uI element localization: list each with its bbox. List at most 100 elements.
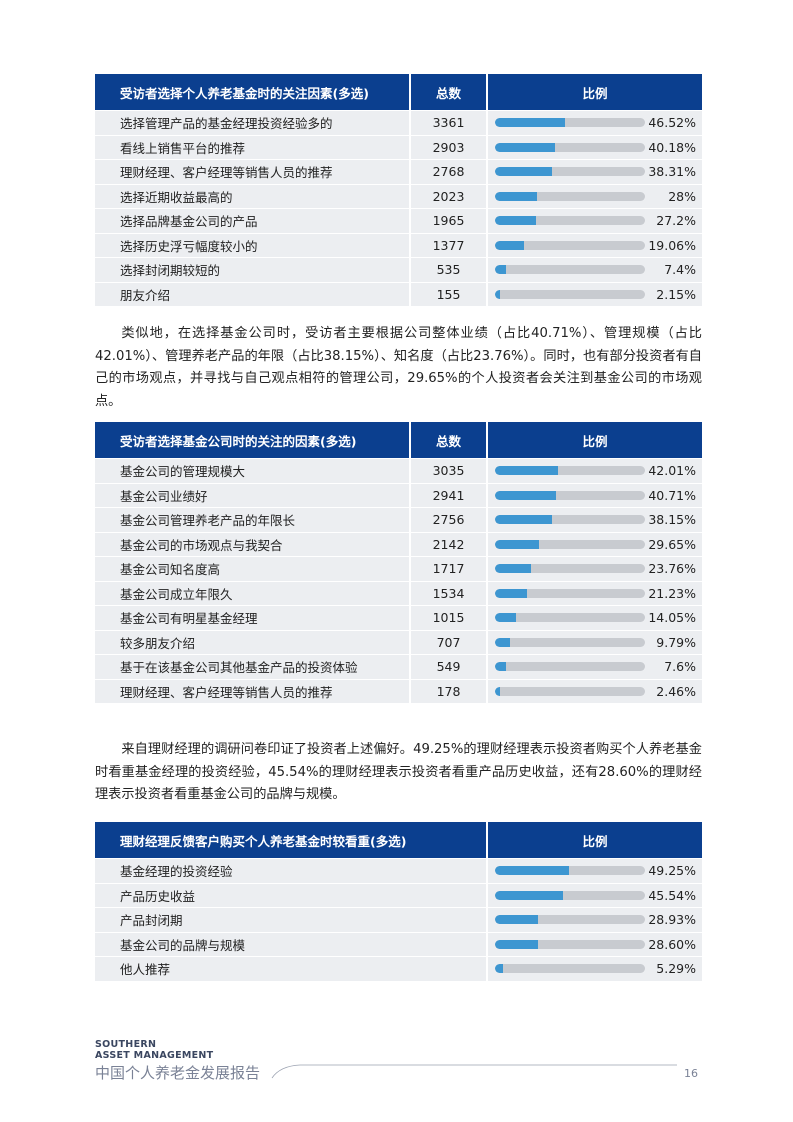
progress-bar-fill (495, 637, 510, 647)
row-label: 基金公司成立年限久 (95, 580, 411, 606)
table-row: 理财经理、客户经理等销售人员的推荐 178 2.46% (95, 678, 702, 703)
row-count: 1377 (410, 232, 488, 258)
row-count: 2903 (410, 134, 488, 160)
progress-bar-fill (495, 142, 556, 152)
ratio-percent: 14.05% (648, 610, 696, 625)
row-ratio: 38.15% (487, 507, 702, 532)
row-ratio: 23.76% (487, 556, 702, 581)
ratio-percent: 29.65% (648, 536, 696, 552)
row-label: 朋友介绍 (95, 281, 411, 306)
progress-bar-fill (495, 118, 565, 127)
progress-bar-fill (495, 939, 538, 949)
progress-bar-track (495, 564, 645, 573)
row-count: 1965 (410, 208, 488, 233)
row-count: 2756 (410, 507, 488, 532)
row-label: 基金公司的品牌与规模 (95, 931, 488, 957)
row-label: 基金公司有明星基金经理 (95, 605, 411, 630)
progress-bar-fill (495, 289, 501, 299)
row-count: 2142 (410, 531, 488, 557)
progress-bar-fill (495, 686, 501, 696)
row-label: 选择封闭期较短的 (95, 257, 411, 282)
progress-bar-track (495, 265, 645, 274)
table-header-row: 受访者选择基金公司时的关注的因素(多选) 总数 比例 (95, 422, 702, 459)
progress-bar-track (495, 637, 645, 647)
progress-bar-track (495, 240, 645, 250)
row-count: 549 (410, 654, 488, 679)
ratio-percent: 21.23% (648, 585, 696, 601)
progress-bar-fill (495, 466, 558, 475)
row-label: 产品封闭期 (95, 907, 488, 932)
row-ratio: 27.2% (487, 208, 702, 233)
row-count: 1717 (410, 556, 488, 581)
progress-bar-fill (495, 167, 553, 176)
column-header-count: 总数 (410, 422, 488, 459)
ratio-percent: 38.15% (648, 512, 696, 527)
progress-bar-fill (495, 216, 536, 225)
row-count: 3035 (410, 458, 488, 483)
row-ratio: 21.23% (487, 580, 702, 606)
progress-bar-track (495, 964, 645, 973)
row-ratio: 45.54% (487, 882, 702, 908)
row-ratio: 38.31% (487, 159, 702, 184)
table-row: 朋友介绍 155 2.15% (95, 281, 702, 306)
row-ratio: 40.18% (487, 134, 702, 160)
row-count: 707 (410, 629, 488, 655)
row-label: 理财经理、客户经理等销售人员的推荐 (95, 678, 411, 703)
row-label: 产品历史收益 (95, 882, 488, 908)
table-row: 基金公司的品牌与规模 28.60% (95, 931, 702, 957)
progress-bar-fill (495, 613, 517, 622)
progress-bar-fill (495, 265, 507, 274)
row-label: 基金公司业绩好 (95, 482, 411, 508)
fund-company-factors-table: 受访者选择基金公司时的关注的因素(多选) 总数 比例 基金公司的管理规模大 303… (95, 422, 702, 703)
progress-bar-fill (495, 866, 569, 875)
ratio-percent: 9.79% (656, 634, 696, 650)
row-count: 2023 (410, 183, 488, 209)
progress-bar-track (495, 662, 645, 671)
row-ratio: 9.79% (487, 629, 702, 655)
row-label: 基金公司的市场观点与我契合 (95, 531, 411, 557)
ratio-percent: 7.4% (664, 262, 696, 277)
row-label: 基金公司管理养老产品的年限长 (95, 507, 411, 532)
ratio-percent: 28.60% (648, 936, 696, 952)
footer-divider-line (271, 1064, 677, 1079)
table-row: 基金公司业绩好 2941 40.71% (95, 482, 702, 508)
row-label: 基于在该基金公司其他基金产品的投资体验 (95, 654, 411, 679)
row-ratio: 40.71% (487, 482, 702, 508)
progress-bar-track (495, 866, 645, 875)
table-row: 产品历史收益 45.54% (95, 882, 702, 908)
ratio-percent: 42.01% (648, 463, 696, 478)
column-header-ratio: 比例 (487, 74, 702, 111)
paragraph-manager-survey: 来自理财经理的调研问卷印证了投资者上述偏好。49.25%的理财经理表示投资者购买… (95, 742, 702, 802)
row-count: 2941 (410, 482, 488, 508)
table-row: 基于在该基金公司其他基金产品的投资体验 549 7.6% (95, 654, 702, 679)
progress-bar-track (495, 167, 645, 176)
table-row: 基金公司的市场观点与我契合 2142 29.65% (95, 531, 702, 557)
table-row: 选择历史浮亏幅度较小的 1377 19.06% (95, 232, 702, 258)
row-count: 155 (410, 281, 488, 306)
table-row: 基金公司管理养老产品的年限长 2756 38.15% (95, 507, 702, 532)
ratio-percent: 28.93% (648, 912, 696, 927)
progress-bar-track (495, 890, 645, 900)
progress-bar-track (495, 613, 645, 622)
table-row: 基金公司知名度高 1717 23.76% (95, 556, 702, 581)
progress-bar-track (495, 289, 645, 299)
row-ratio: 28.93% (487, 907, 702, 932)
progress-bar-track (495, 142, 645, 152)
row-label: 基金经理的投资经验 (95, 858, 488, 883)
column-header-ratio: 比例 (487, 422, 702, 459)
table-header-row: 理财经理反馈客户购买个人养老基金时较看重(多选) 比例 (95, 822, 702, 859)
row-ratio: 19.06% (487, 232, 702, 258)
row-count: 1015 (410, 605, 488, 630)
column-header-factor: 受访者选择基金公司时的关注的因素(多选) (95, 422, 411, 459)
row-ratio: 2.46% (487, 678, 702, 703)
row-ratio: 42.01% (487, 458, 702, 483)
table-row: 基金公司有明星基金经理 1015 14.05% (95, 605, 702, 630)
row-ratio: 28.60% (487, 931, 702, 957)
column-header-count: 总数 (410, 74, 488, 111)
row-label: 选择品牌基金公司的产品 (95, 208, 411, 233)
ratio-percent: 5.29% (656, 961, 696, 976)
row-label: 选择历史浮亏幅度较小的 (95, 232, 411, 258)
ratio-percent: 7.6% (664, 659, 696, 674)
page-number: 16 (684, 1067, 698, 1080)
progress-bar-fill (495, 964, 503, 973)
